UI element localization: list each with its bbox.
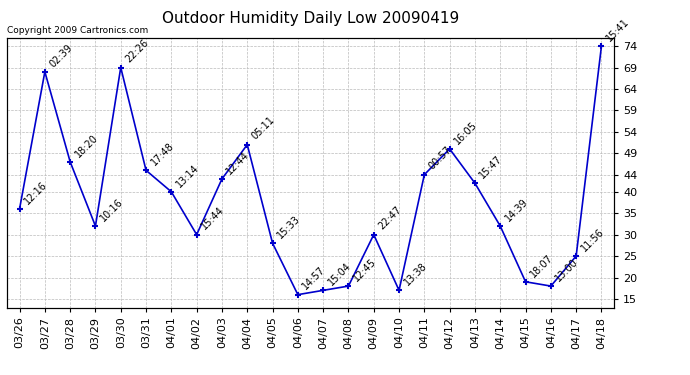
Text: 18:20: 18:20	[73, 132, 100, 159]
Text: 13:38: 13:38	[402, 261, 428, 288]
Text: 12:16: 12:16	[22, 179, 49, 206]
Text: 15:47: 15:47	[477, 154, 504, 180]
Text: 15:33: 15:33	[275, 214, 302, 240]
Text: 02:39: 02:39	[48, 42, 75, 69]
Text: 12:45: 12:45	[351, 256, 378, 283]
Text: 14:57: 14:57	[301, 265, 328, 292]
Text: 11:56: 11:56	[579, 226, 606, 253]
Text: Copyright 2009 Cartronics.com: Copyright 2009 Cartronics.com	[7, 26, 148, 35]
Text: 15:41: 15:41	[604, 16, 631, 43]
Text: 05:11: 05:11	[250, 115, 277, 142]
Text: 15:04: 15:04	[326, 261, 353, 288]
Text: 00:57: 00:57	[427, 145, 454, 172]
Text: 16:05: 16:05	[453, 119, 480, 146]
Text: 13:00: 13:00	[553, 256, 580, 283]
Text: Outdoor Humidity Daily Low 20090419: Outdoor Humidity Daily Low 20090419	[162, 11, 459, 26]
Text: 10:16: 10:16	[98, 196, 125, 223]
Text: 18:07: 18:07	[529, 252, 555, 279]
Text: 22:47: 22:47	[377, 205, 404, 232]
Text: 14:39: 14:39	[503, 196, 530, 223]
Text: 12:44: 12:44	[225, 149, 252, 176]
Text: 17:48: 17:48	[149, 141, 176, 168]
Text: 15:44: 15:44	[199, 205, 226, 232]
Text: 13:14: 13:14	[174, 162, 201, 189]
Text: 22:26: 22:26	[124, 38, 150, 65]
